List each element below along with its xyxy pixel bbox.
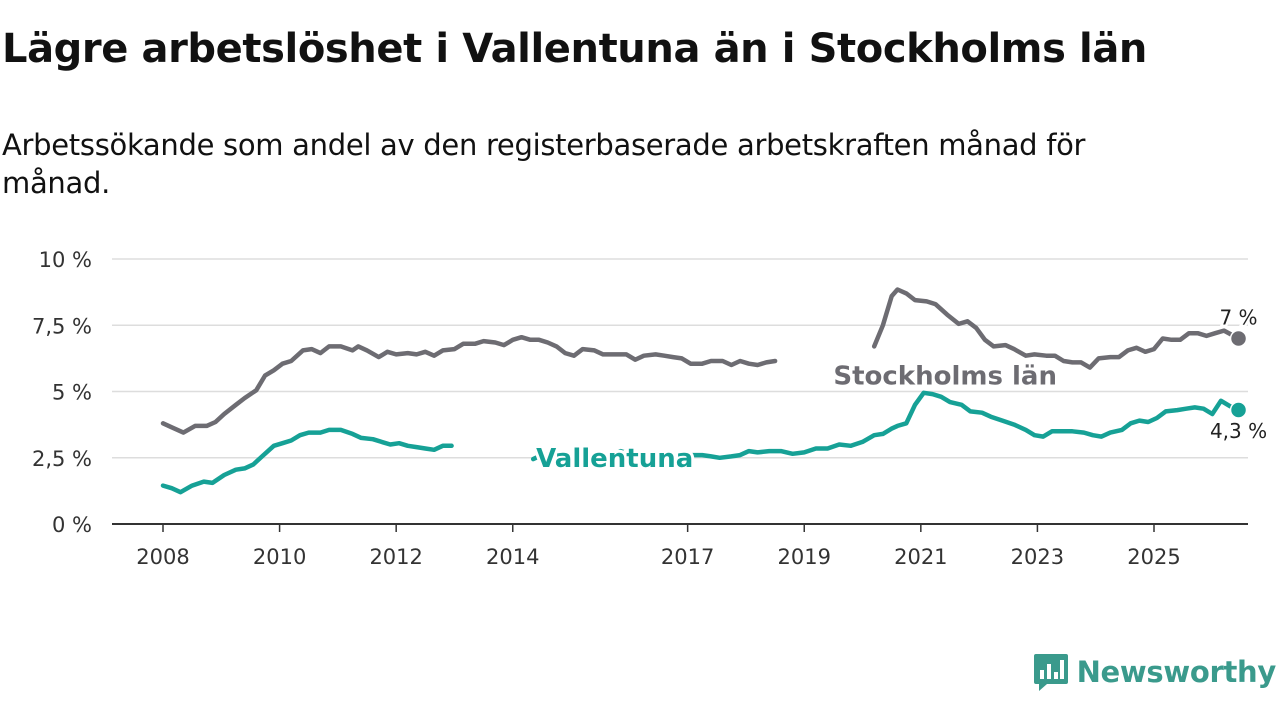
series-lines xyxy=(160,287,1241,495)
end-markers: 7 % 4,3 % xyxy=(1207,303,1269,446)
end-point-marker xyxy=(1229,401,1248,419)
end-value-label: 4,3 % xyxy=(1210,419,1267,443)
x-tick-label: 2014 xyxy=(486,545,539,569)
y-tick-label: 2,5 % xyxy=(32,447,92,471)
x-tick-label: 2012 xyxy=(369,545,422,569)
x-tick-label: 2019 xyxy=(778,545,831,569)
y-tick-label: 10 % xyxy=(39,248,92,272)
chart-title: Lägre arbetslöshet i Vallentuna än i Sto… xyxy=(2,26,1147,72)
series-line-vallentuna xyxy=(160,427,454,495)
chart-subtitle: Arbetssökande som andel av den registerb… xyxy=(2,128,1086,200)
x-tick-label: 2021 xyxy=(894,545,947,569)
bar-chart-speech-bubble-icon xyxy=(1033,654,1068,691)
newsworthy-logo: Newsworthy xyxy=(1033,652,1276,692)
end-value-label: 7 % xyxy=(1219,306,1257,330)
end-point-marker xyxy=(1229,329,1248,348)
series-line-vallentuna xyxy=(530,452,550,462)
series-line-stockholms-län xyxy=(160,334,778,435)
logo-text: Newsworthy xyxy=(1076,655,1277,689)
x-tick-label: 2010 xyxy=(253,545,306,569)
series-label: Vallentuna xyxy=(536,444,693,474)
y-tick-label: 5 % xyxy=(52,381,92,405)
grid-lines xyxy=(112,258,1248,459)
y-tick-label: 7,5 % xyxy=(32,314,92,338)
x-tick-label: 2025 xyxy=(1127,545,1180,569)
x-tick-label: 2017 xyxy=(661,545,714,569)
y-axis: 0 % 2,5 % 5 % 7,5 % 10 % xyxy=(32,248,92,537)
x-tick-label: 2023 xyxy=(1011,545,1064,569)
series-label: Stockholms län xyxy=(833,362,1057,392)
series-labels: Stockholms län Vallentuna xyxy=(533,359,1060,477)
x-tick-label: 2008 xyxy=(136,545,189,569)
series-line-stockholms-län xyxy=(871,287,1241,370)
y-tick-label: 0 % xyxy=(52,513,92,537)
x-axis: 2008 2010 2012 2014 2017 2019 2021 2023 2025 xyxy=(112,523,1248,569)
series-line-vallentuna xyxy=(568,390,1241,466)
